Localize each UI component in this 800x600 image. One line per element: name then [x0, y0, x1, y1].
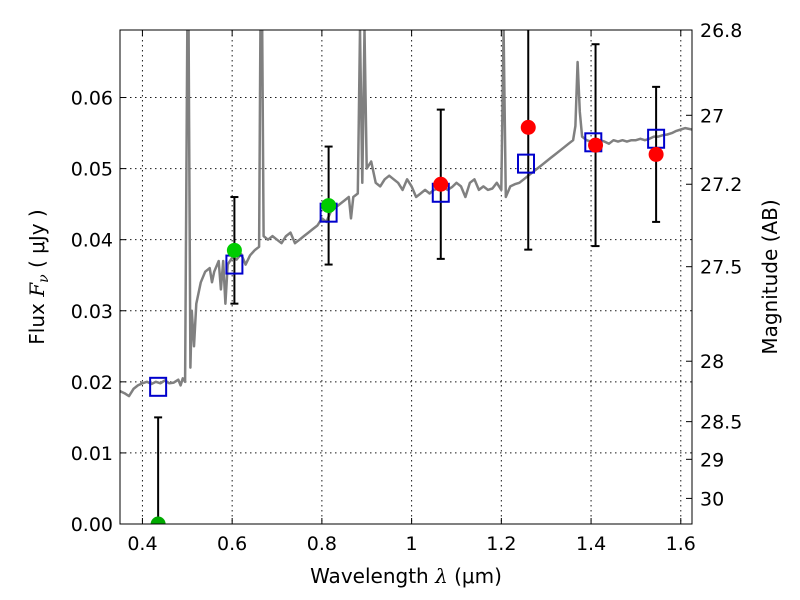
x-tick-label: 0.4	[127, 533, 157, 555]
y2-tick-label: 27.2	[700, 174, 742, 196]
model-sed-line	[120, 30, 692, 398]
x-tick-label: 0.6	[217, 533, 247, 555]
observed-photometry-point	[150, 516, 166, 524]
observed-photometry-point	[648, 146, 664, 162]
y-tick-label: 0.01	[71, 443, 113, 465]
y2-tick-label: 28	[700, 351, 724, 373]
y2-tick-label: 29	[700, 449, 724, 471]
observed-photometry-point	[588, 137, 604, 153]
y-tick-label: 0.05	[71, 159, 113, 181]
model-photometry-square	[149, 376, 168, 397]
y2-tick-label: 27	[700, 105, 724, 127]
y-tick-label: 0.02	[71, 372, 113, 394]
x-tick-label: 1.4	[576, 533, 606, 555]
y2-axis-label: Magnitude (AB)	[758, 199, 782, 354]
x-tick-label: 0.8	[307, 533, 337, 555]
x-tick-label: 1.6	[666, 533, 696, 555]
x-axis-label: Wavelength λ (μm)	[310, 564, 502, 588]
x-tick-label: 1	[406, 533, 418, 555]
plot-frame	[119, 29, 693, 525]
model-photometry-square	[517, 153, 536, 174]
observed-photometry-point	[226, 242, 242, 258]
y-tick-label: 0.04	[71, 230, 113, 252]
observed-photometry-point	[321, 198, 337, 214]
axes: 0.4 0.6 0.8 1 1.2 1.4 1.6 0.00 0.01 0.02 0.03 0.04 0…	[71, 20, 743, 555]
plot-area	[120, 30, 692, 524]
y-tick-label: 0.03	[71, 301, 113, 323]
y2-tick-label: 28.5	[700, 412, 742, 434]
grid-lines	[120, 30, 692, 525]
y-axis-label: Flux Fν ( μJy )	[25, 209, 52, 344]
y-tick-label: 0.00	[71, 514, 113, 536]
x-tick-label: 1.2	[486, 533, 516, 555]
y-tick-label: 0.06	[71, 88, 113, 110]
observed-photometry-point	[433, 176, 449, 192]
y2-tick-label: 30	[700, 488, 724, 510]
y2-tick-label: 27.5	[700, 257, 742, 279]
observed-photometry-point	[520, 119, 536, 135]
y2-tick-label: 26.8	[700, 20, 742, 42]
